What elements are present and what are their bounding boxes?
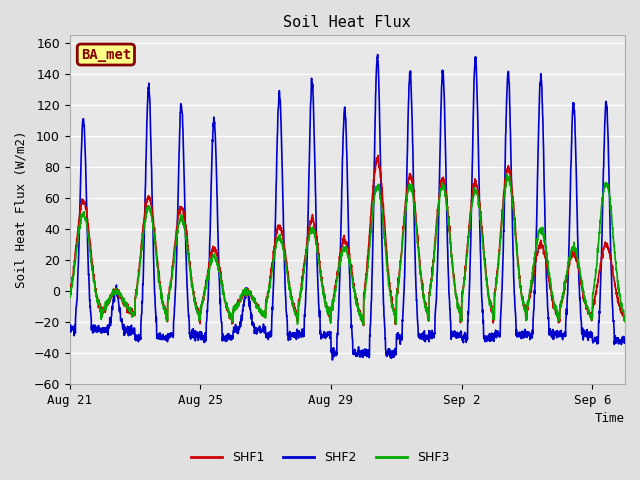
Title: Soil Heat Flux: Soil Heat Flux — [284, 15, 412, 30]
Text: Time: Time — [595, 412, 625, 425]
Legend: SHF1, SHF2, SHF3: SHF1, SHF2, SHF3 — [186, 446, 454, 469]
Y-axis label: Soil Heat Flux (W/m2): Soil Heat Flux (W/m2) — [15, 131, 28, 288]
Text: BA_met: BA_met — [81, 48, 131, 61]
